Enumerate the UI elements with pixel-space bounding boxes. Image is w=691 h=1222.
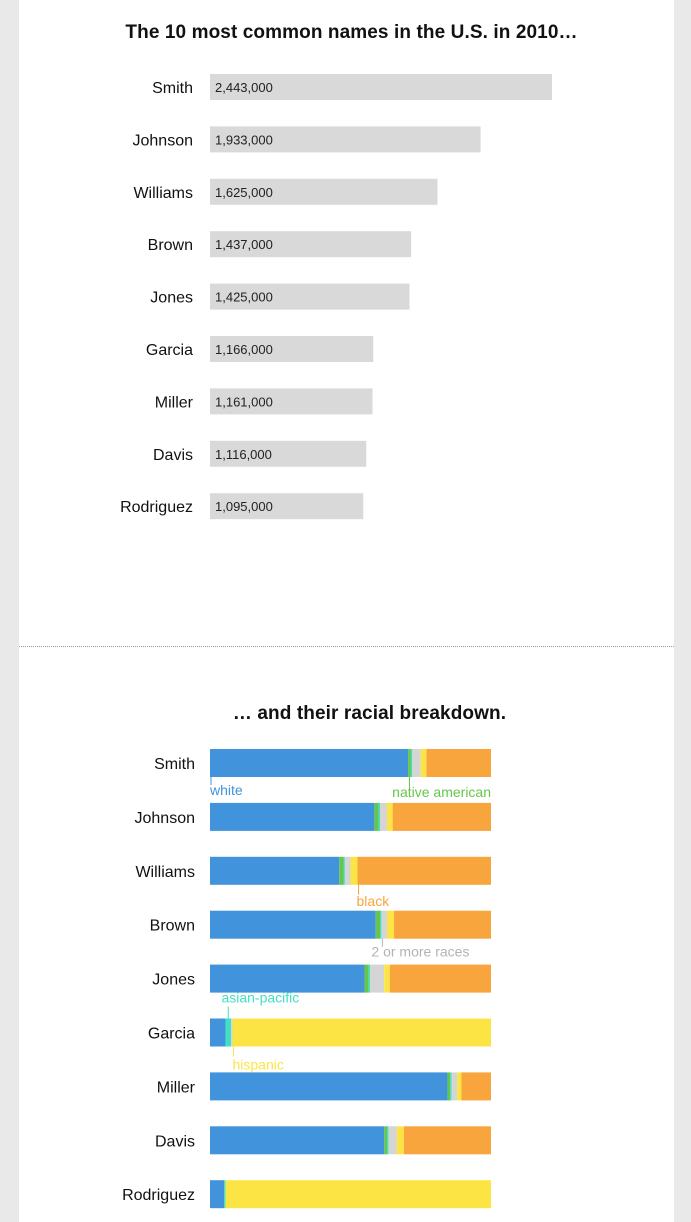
segment-jones-black: [389, 964, 491, 993]
stacked-category-label-williams: Williams: [135, 864, 195, 881]
value-label-garcia: 1,166,000: [215, 342, 273, 357]
segment-davis-2-or-more-races: [388, 1126, 397, 1155]
segment-miller-hispanic: [457, 1072, 462, 1101]
segment-garcia-white: [210, 1018, 226, 1047]
segment-brown-native-american: [375, 910, 381, 939]
segment-brown-white: [210, 910, 376, 939]
stacked-category-label-jones: Jones: [152, 972, 195, 989]
segment-miller-asian-pacific: [450, 1072, 452, 1101]
annotation-white: white: [209, 782, 243, 798]
category-label-garcia: Garcia: [146, 342, 193, 359]
value-label-brown: 1,437,000: [215, 237, 273, 252]
segment-davis-white: [210, 1126, 385, 1155]
segment-jones-white: [210, 964, 365, 993]
segment-smith-2-or-more-races: [412, 749, 421, 777]
stacked-category-label-miller: Miller: [157, 1079, 196, 1096]
category-label-miller: Miller: [155, 394, 194, 411]
stacked-category-label-johnson: Johnson: [135, 810, 196, 827]
value-label-jones: 1,425,000: [215, 290, 273, 305]
segment-smith-native-american: [408, 749, 411, 777]
chart-title-bottom: … and their racial breakdown.: [232, 703, 507, 724]
segment-miller-native-american: [447, 1072, 451, 1101]
segment-jones-2-or-more-races: [370, 964, 385, 993]
bar-smith: [210, 74, 552, 100]
bar-williams: [210, 178, 438, 205]
annotation-black: black: [357, 893, 391, 909]
value-label-davis: 1,116,000: [215, 447, 272, 462]
segment-rodriguez-white: [210, 1180, 225, 1209]
annotation-hispanic: hispanic: [232, 1057, 283, 1073]
category-label-johnson: Johnson: [133, 132, 194, 149]
segment-davis-black: [403, 1126, 491, 1155]
segment-rodriguez-asian-pacific: [224, 1180, 226, 1209]
stacked-category-label-davis: Davis: [155, 1133, 195, 1150]
segment-jones-hispanic: [384, 964, 390, 993]
segment-garcia-asian-pacific: [225, 1018, 232, 1047]
value-label-smith: 2,443,000: [215, 80, 273, 95]
bar-rodriguez: [210, 493, 364, 520]
segment-brown-black: [394, 910, 491, 939]
stacked-category-label-rodriguez: Rodriguez: [122, 1187, 195, 1204]
value-label-johnson: 1,933,000: [215, 132, 273, 147]
segment-williams-hispanic: [350, 856, 358, 885]
segment-garcia-2-or-more-races: [231, 1018, 233, 1047]
segment-williams-asian-pacific: [343, 856, 345, 885]
segment-jones-native-american: [364, 964, 369, 993]
category-label-smith: Smith: [152, 80, 193, 97]
segment-miller-2-or-more-races: [451, 1072, 458, 1101]
segment-johnson-2-or-more-races: [380, 802, 388, 831]
segment-johnson-hispanic: [387, 802, 393, 831]
segment-williams-2-or-more-races: [344, 856, 351, 885]
bar-garcia: [210, 336, 374, 362]
category-label-williams: Williams: [133, 185, 193, 202]
segment-williams-black: [357, 856, 491, 885]
segment-davis-asian-pacific: [387, 1126, 389, 1155]
stacked-category-label-smith: Smith: [154, 756, 195, 773]
chart-title-top: The 10 most common names in the U.S. in …: [125, 22, 578, 43]
segment-brown-asian-pacific: [380, 910, 382, 939]
bar-davis: [210, 440, 367, 467]
category-label-brown: Brown: [148, 237, 193, 254]
segment-johnson-asian-pacific: [378, 802, 381, 831]
segment-brown-2-or-more-races: [381, 910, 388, 939]
bar-jones: [210, 283, 410, 310]
segment-brown-hispanic: [387, 910, 395, 939]
segment-johnson-black: [392, 802, 491, 831]
category-label-rodriguez: Rodriguez: [120, 499, 193, 516]
bar-brown: [210, 231, 412, 258]
segment-jones-asian-pacific: [368, 964, 371, 993]
category-label-jones: Jones: [150, 290, 193, 307]
segment-smith-white: [210, 749, 409, 777]
segment-rodriguez-hispanic: [225, 1180, 491, 1209]
category-label-davis: Davis: [153, 447, 193, 464]
value-label-rodriguez: 1,095,000: [215, 499, 273, 514]
segment-miller-white: [210, 1072, 448, 1101]
segment-miller-black: [461, 1072, 491, 1101]
segment-williams-native-american: [339, 856, 344, 885]
bar-johnson: [210, 126, 481, 153]
segment-davis-hispanic: [396, 1126, 404, 1155]
segment-garcia-hispanic: [232, 1018, 492, 1047]
segment-johnson-native-american: [374, 802, 379, 831]
value-label-williams: 1,625,000: [215, 185, 273, 200]
segment-johnson-white: [210, 802, 375, 831]
annotation-asian-pacific: asian-pacific: [221, 990, 299, 1006]
segment-davis-native-american: [384, 1126, 388, 1155]
value-label-miller: 1,161,000: [215, 394, 273, 409]
segment-smith-hispanic: [420, 749, 427, 777]
annotation-native-american: native american: [392, 784, 491, 800]
stacked-category-label-garcia: Garcia: [148, 1026, 195, 1043]
segment-williams-white: [210, 856, 340, 885]
stacked-category-label-brown: Brown: [150, 918, 195, 935]
bar-miller: [210, 388, 373, 415]
segment-smith-asian-pacific: [410, 749, 413, 777]
annotation-2-or-more-races: 2 or more races: [371, 944, 469, 960]
segment-smith-black: [426, 749, 491, 777]
top-panel: [19, 0, 674, 647]
